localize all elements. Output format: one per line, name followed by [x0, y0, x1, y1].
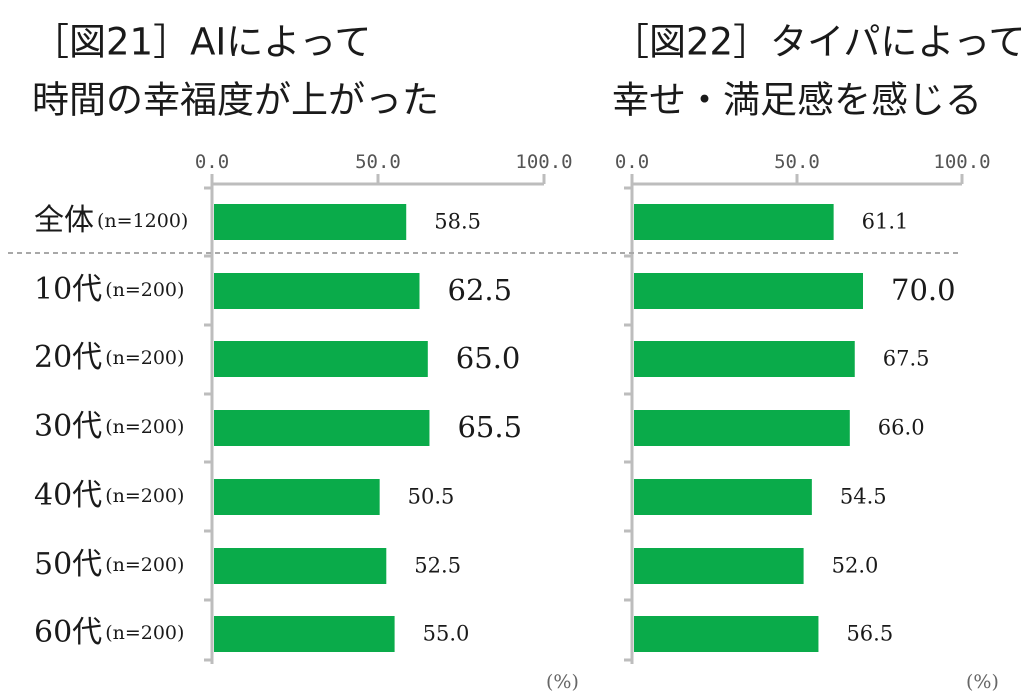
bar [634, 616, 819, 652]
y-category-label: 60代 (n=200) [34, 615, 184, 650]
data-label: 58.5 [434, 210, 481, 234]
x-tick-label: 50.0 [774, 151, 820, 173]
bar [634, 479, 812, 515]
sample-size: (n=200) [105, 416, 184, 438]
data-label: 56.5 [846, 622, 893, 646]
sample-size: (n=200) [105, 485, 184, 507]
bar [634, 204, 834, 240]
data-label: 61.1 [862, 210, 909, 234]
chart-title-line: ［図21］AIによって [32, 21, 371, 64]
y-category-label: 30代 (n=200) [34, 409, 184, 444]
chart-title-line: ［図22］タイパによって [612, 21, 1024, 64]
x-tick-label: 100.0 [515, 151, 572, 173]
data-label: 50.5 [408, 485, 455, 509]
x-tick-label: 0.0 [615, 151, 649, 173]
bar [214, 479, 380, 515]
x-tick-label: 100.0 [933, 151, 990, 173]
data-label: 54.5 [840, 485, 887, 509]
sample-size: (n=200) [105, 622, 184, 644]
y-category-label: 全体 (n=1200) [34, 203, 188, 238]
bar [214, 410, 430, 446]
y-category-label: 20代 (n=200) [34, 340, 184, 375]
sample-size: (n=1200) [97, 210, 188, 232]
bar [634, 410, 850, 446]
data-label: 62.5 [448, 273, 513, 307]
category-name: 40代 [34, 478, 102, 513]
bar [214, 616, 395, 652]
data-label: 52.0 [832, 554, 879, 578]
chart-title-line: 時間の幸福度が上がった [32, 79, 439, 122]
sample-size: (n=200) [105, 554, 184, 576]
category-name: 30代 [34, 409, 102, 444]
data-label: 70.0 [891, 273, 956, 307]
x-tick-label: 50.0 [355, 151, 401, 173]
data-label: 65.5 [457, 410, 522, 444]
bar [634, 341, 855, 377]
unit-label: (%) [546, 671, 579, 693]
bar [214, 341, 428, 377]
sample-size: (n=200) [105, 347, 184, 369]
category-name: 20代 [34, 340, 102, 375]
bar [214, 548, 387, 584]
chart-title-line: 幸せ・満足感を感じる [612, 79, 982, 122]
sample-size: (n=200) [105, 279, 184, 301]
data-label: 55.0 [423, 622, 470, 646]
category-name: 全体 [34, 203, 94, 238]
data-label: 52.5 [414, 554, 461, 578]
category-name: 10代 [34, 272, 102, 307]
bar [634, 548, 804, 584]
category-name: 50代 [34, 547, 102, 582]
y-category-label: 40代 (n=200) [34, 478, 184, 513]
bar [214, 273, 420, 309]
y-category-label: 50代 (n=200) [34, 547, 184, 582]
y-category-label: 10代 (n=200) [34, 272, 184, 307]
data-label: 67.5 [883, 347, 930, 371]
bar [634, 273, 863, 309]
data-label: 66.0 [878, 416, 925, 440]
category-name: 60代 [34, 615, 102, 650]
data-label: 65.0 [456, 341, 521, 375]
unit-label: (%) [966, 671, 999, 693]
bar [214, 204, 407, 240]
x-tick-label: 0.0 [195, 151, 229, 173]
